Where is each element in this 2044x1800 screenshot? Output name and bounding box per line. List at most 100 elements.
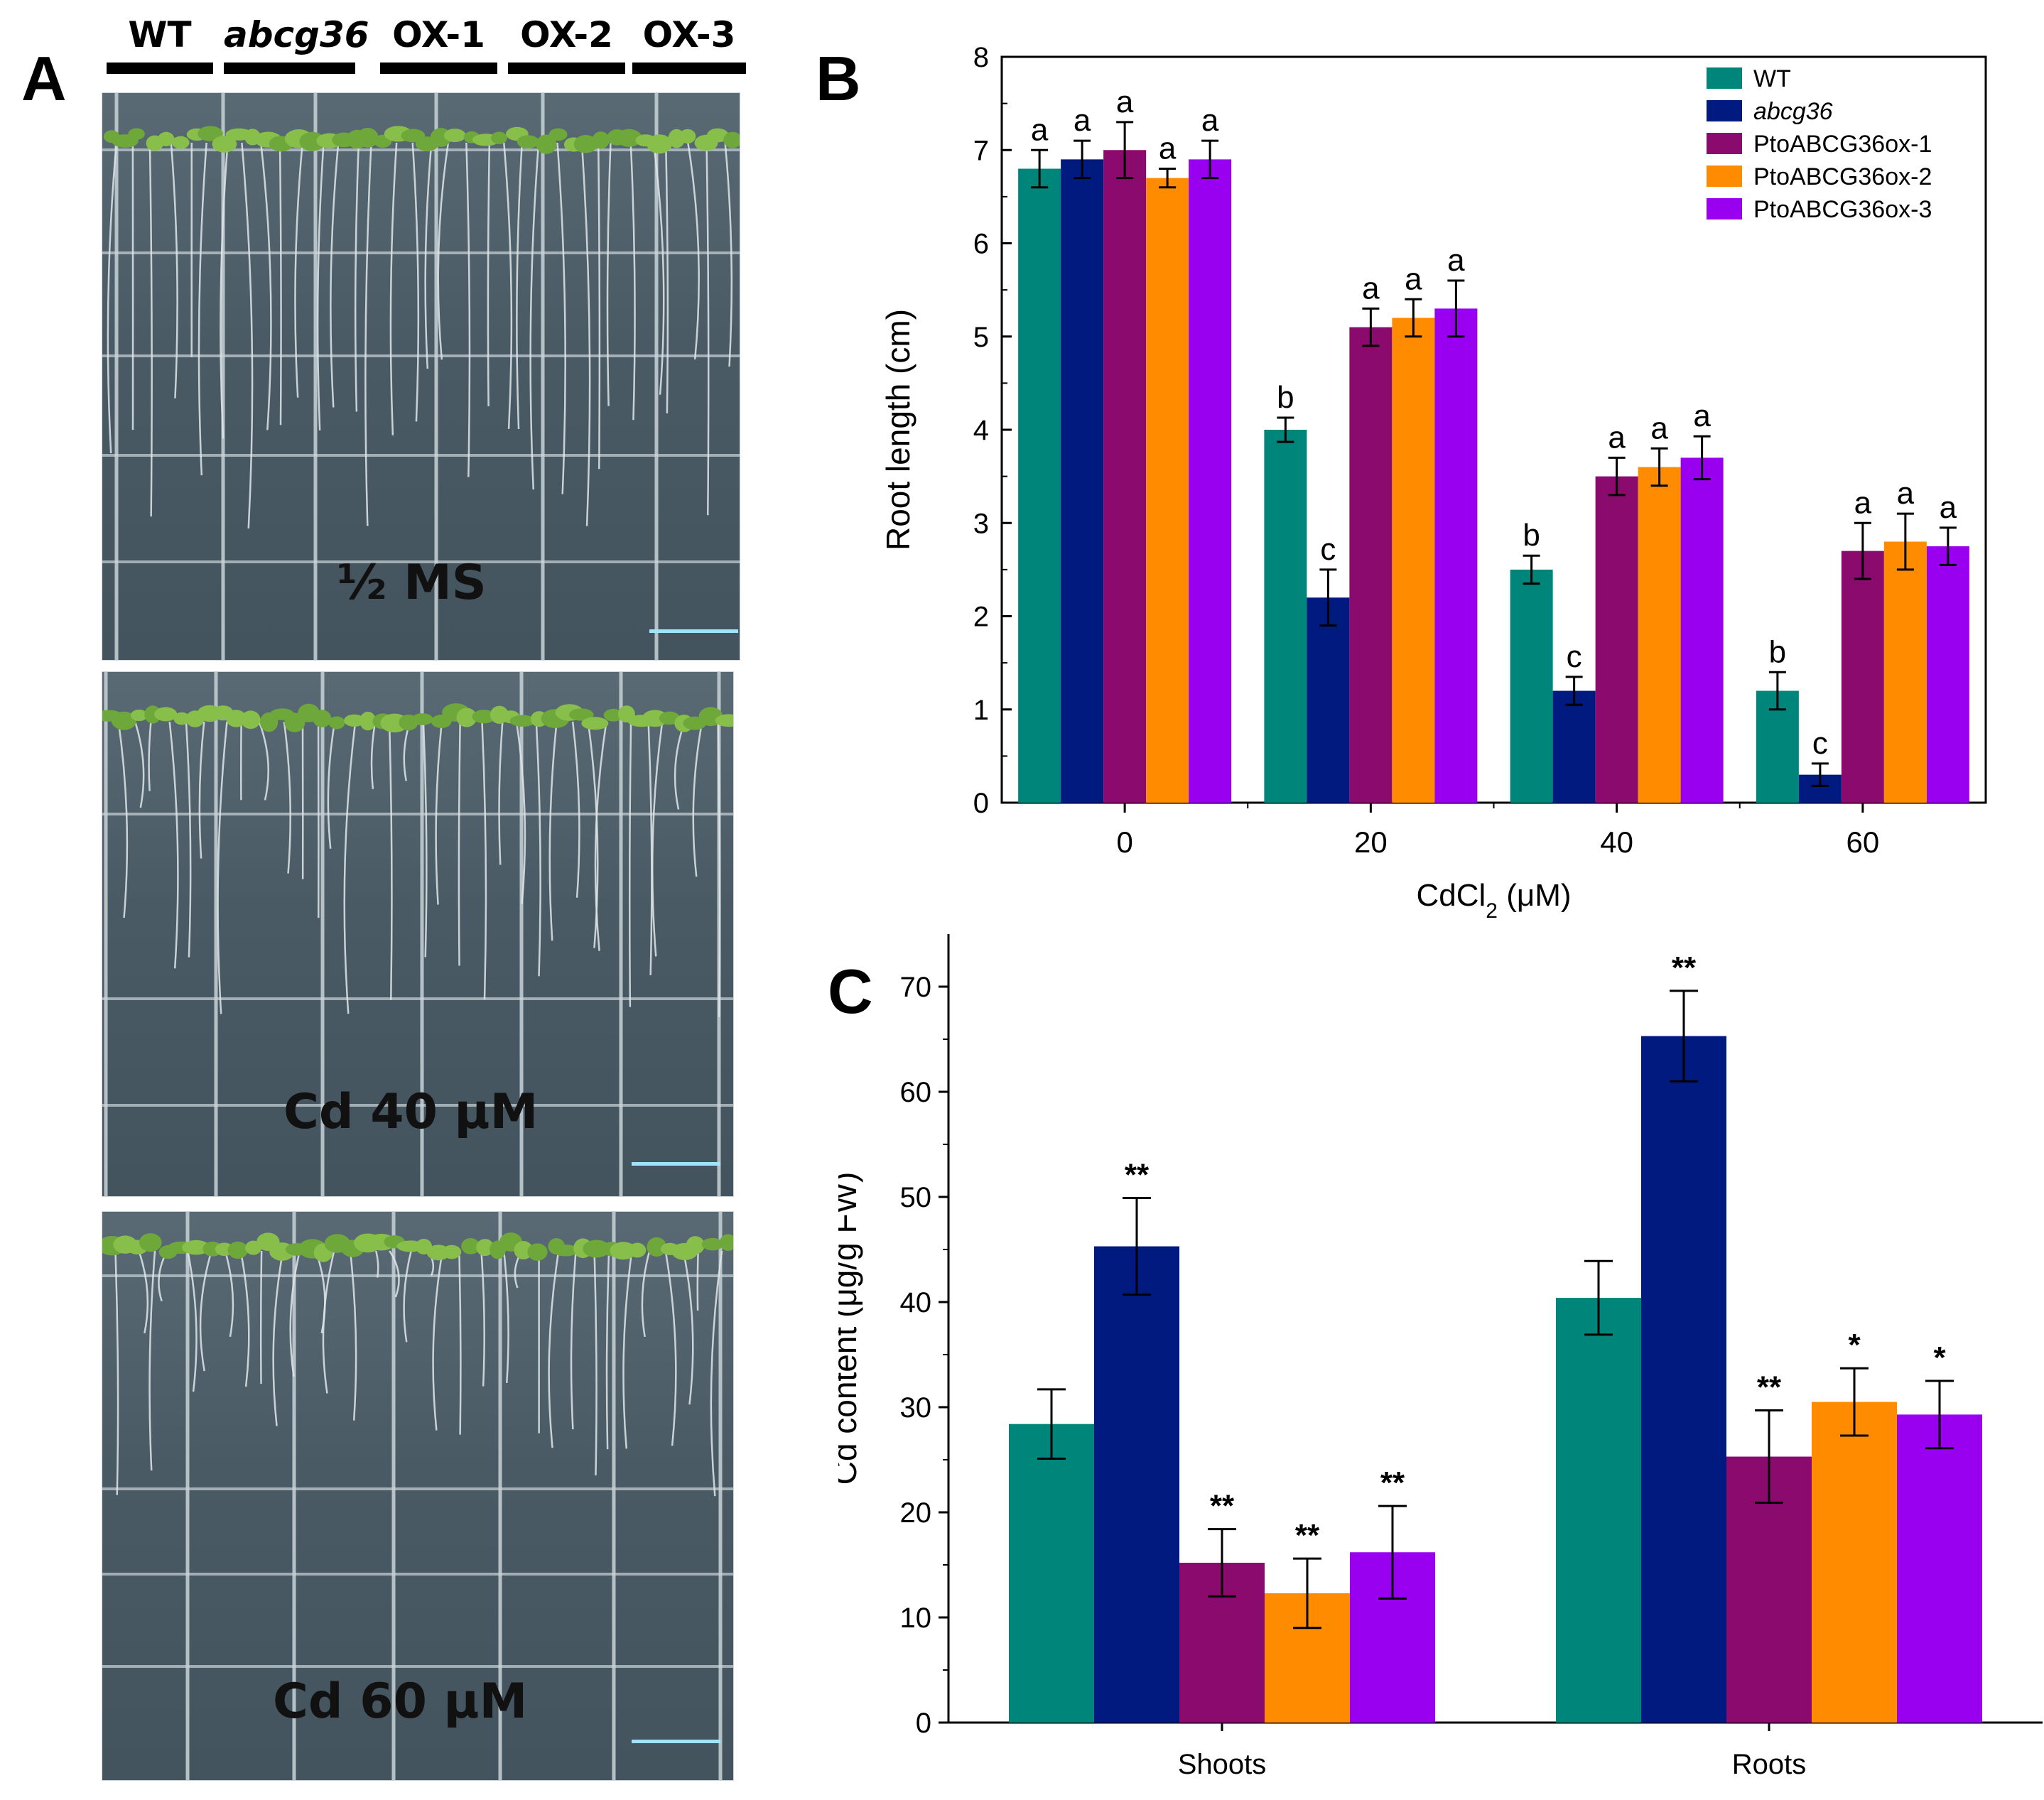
seedling-leaf — [517, 135, 539, 149]
root — [570, 1250, 577, 1430]
seedling-leaf — [527, 1243, 548, 1261]
significance-mark: * — [1848, 1328, 1861, 1362]
seedling-leaf — [701, 1237, 724, 1251]
y-tick-label: 30 — [900, 1392, 932, 1424]
seedling-leaf — [509, 715, 536, 727]
root — [498, 721, 504, 865]
significance-mark: ** — [1672, 950, 1697, 985]
legend-swatch — [1707, 100, 1742, 121]
significance-letter: c — [1567, 639, 1582, 674]
root — [458, 721, 461, 966]
legend-label: WT — [1753, 65, 1791, 92]
genotype-ox1-bar — [380, 63, 497, 74]
bar — [1146, 178, 1189, 803]
significance-mark: ** — [1210, 1489, 1235, 1524]
genotype-ox1: OX-1 — [380, 14, 497, 74]
significance-mark: ** — [1125, 1157, 1150, 1192]
seedling-leaf — [443, 129, 466, 143]
seedling-leaf — [583, 1240, 610, 1258]
bar — [1264, 430, 1307, 803]
y-tick-label: 40 — [900, 1287, 932, 1318]
seedling-leaf — [615, 129, 642, 147]
x-tick-label: 40 — [1600, 825, 1633, 859]
root — [422, 721, 428, 958]
significance-letter: a — [1897, 476, 1915, 511]
root — [548, 1250, 560, 1448]
root — [403, 1250, 412, 1343]
bar — [1510, 569, 1553, 803]
panel-b-letter: B — [816, 43, 861, 114]
root — [403, 721, 411, 781]
root — [487, 142, 491, 406]
root — [437, 142, 450, 360]
root — [432, 1250, 444, 1431]
root — [594, 721, 607, 951]
root — [220, 142, 229, 439]
seedling-leaf — [328, 716, 345, 730]
root — [692, 721, 703, 877]
root — [651, 721, 664, 957]
legend-swatch — [1707, 67, 1742, 89]
seedling-leaf — [226, 710, 247, 727]
seedling-leaf — [198, 126, 223, 141]
bar — [1392, 318, 1435, 803]
bar — [1883, 541, 1927, 803]
significance-letter: b — [1277, 380, 1294, 415]
x-axis-label: CdCl2 (μM) — [1416, 878, 1571, 923]
root — [717, 721, 721, 1017]
plate-cd40-scalebar — [632, 1162, 720, 1166]
root — [548, 721, 558, 941]
plate-cd60-scalebar — [632, 1740, 720, 1743]
significance-letter: a — [1116, 85, 1134, 119]
root — [148, 1250, 156, 1471]
genotype-abcg36: abcg36 — [224, 14, 369, 74]
root — [354, 142, 360, 412]
seedling-leaf — [647, 134, 672, 154]
seedling-leaf — [442, 1245, 462, 1259]
seedling-leaf — [154, 707, 178, 722]
root — [388, 721, 393, 1000]
root — [199, 1250, 212, 1372]
seedling-leaf — [720, 1234, 733, 1252]
root — [424, 142, 433, 369]
seedling-leaf — [158, 131, 175, 146]
bar — [1926, 546, 1969, 803]
x-tick-label: 20 — [1354, 825, 1388, 859]
root — [597, 142, 601, 470]
seedling-leaf — [647, 1237, 667, 1257]
y-tick-label: 4 — [973, 415, 989, 446]
root — [529, 142, 540, 490]
seedling-leaf — [628, 1242, 647, 1258]
seedling-leaf — [472, 710, 496, 724]
root — [458, 1250, 462, 1435]
root — [322, 1250, 335, 1394]
root — [687, 142, 700, 360]
genotype-ox2-bar — [508, 63, 625, 74]
root — [258, 721, 269, 801]
significance-mark: ** — [1380, 1465, 1405, 1500]
significance-letter: a — [1693, 399, 1711, 433]
bar — [1552, 690, 1596, 803]
root — [239, 1250, 250, 1387]
plate-cd40: Cd 40 μM — [102, 671, 734, 1197]
root — [481, 721, 487, 999]
y-tick-label: 2 — [973, 602, 989, 633]
significance-mark: ** — [1757, 1370, 1782, 1404]
root — [647, 721, 653, 975]
y-tick-label: 1 — [973, 695, 989, 726]
x-tick-label: 60 — [1846, 825, 1880, 859]
seedling-leaf — [679, 129, 696, 144]
chart-cd-content: 0 10 20 30 40 50 60 70 Cd content (μg/g FW) Shoot… — [838, 934, 2043, 1780]
significance-letter: a — [1074, 103, 1091, 138]
root — [148, 142, 153, 517]
seedling-leaf — [357, 127, 379, 148]
bar — [1434, 308, 1478, 803]
seedling-leaf — [491, 131, 507, 145]
bar — [1018, 168, 1061, 803]
plate-cd40-label: Cd 40 μM — [283, 1084, 539, 1140]
legend-swatch — [1707, 198, 1742, 219]
seedling-leaf — [172, 136, 190, 149]
significance-letter: a — [1940, 490, 1957, 525]
root — [480, 1250, 485, 1387]
